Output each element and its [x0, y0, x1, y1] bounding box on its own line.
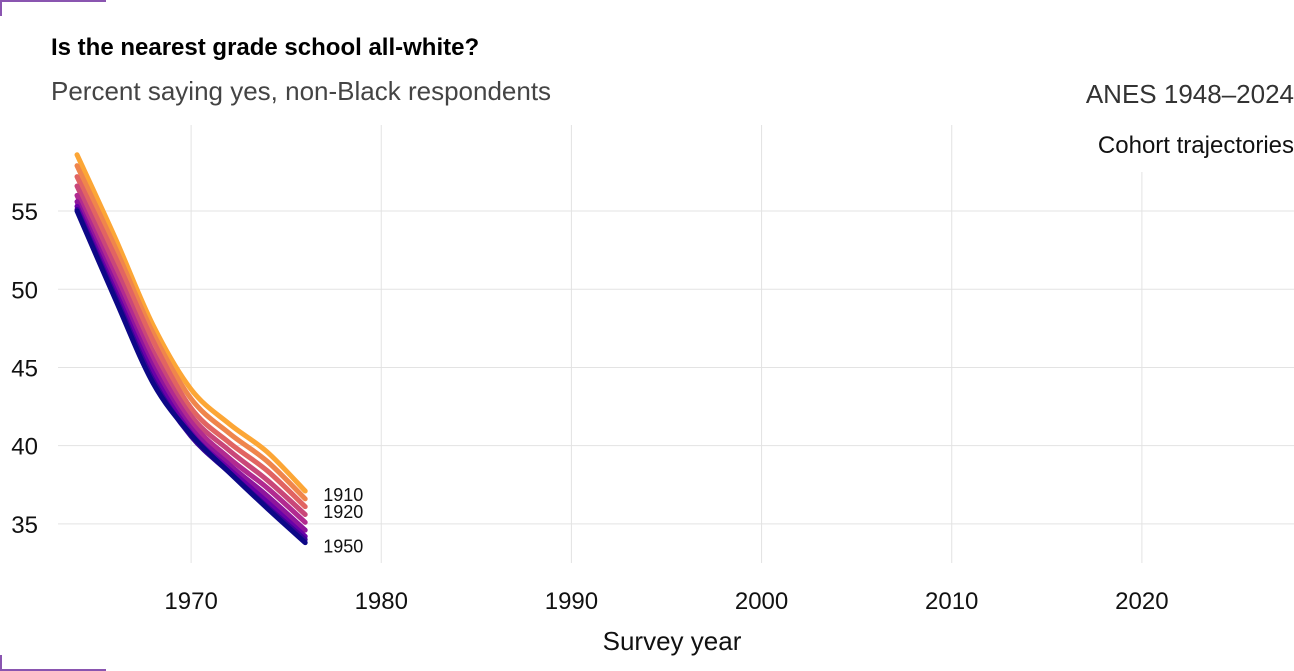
- y-tick-label: 55: [11, 199, 38, 226]
- source-label: ANES 1948–2024: [1085, 79, 1294, 109]
- cohort-label-1920: 1920: [323, 502, 363, 522]
- y-axis-ticks: 35 40 45 50 55: [11, 199, 38, 539]
- cohort-label-1950: 1950: [323, 537, 363, 557]
- corner-mark-top-left: [0, 0, 106, 16]
- x-tick-label: 1980: [355, 588, 408, 615]
- chart-subtitle: Percent saying yes, non-Black respondent…: [51, 76, 552, 106]
- y-tick-label: 35: [11, 512, 38, 539]
- cohort-line-1920: [74, 174, 308, 510]
- cohort-line-1925: [74, 183, 308, 518]
- x-tick-label: 2000: [735, 588, 788, 615]
- y-tick-label: 50: [11, 277, 38, 304]
- series-lines: [74, 152, 308, 546]
- cohort-line-1930: [74, 192, 308, 525]
- cohort-line-1950: [74, 208, 308, 546]
- corner-mark-bottom-left: [0, 655, 106, 671]
- x-axis-ticks: 1970 1980 1990 2000 2010 2020: [164, 588, 1168, 615]
- cohort-line-1910: [74, 152, 308, 494]
- chart-title: Is the nearest grade school all-white?: [51, 34, 480, 61]
- y-tick-label: 40: [11, 434, 38, 461]
- x-tick-label: 2010: [925, 588, 978, 615]
- cohort-label-1910: 1910: [323, 485, 363, 505]
- panel-label: Cohort trajectories: [1097, 132, 1294, 159]
- x-tick-label: 1990: [545, 588, 598, 615]
- x-axis-title: Survey year: [603, 626, 742, 656]
- grid-lines: [58, 125, 1294, 563]
- cohort-line-1935: [74, 199, 308, 533]
- x-tick-label: 2020: [1115, 588, 1168, 615]
- y-tick-label: 45: [11, 355, 38, 382]
- x-tick-label: 1970: [164, 588, 217, 615]
- cohort-line-1915: [74, 163, 308, 502]
